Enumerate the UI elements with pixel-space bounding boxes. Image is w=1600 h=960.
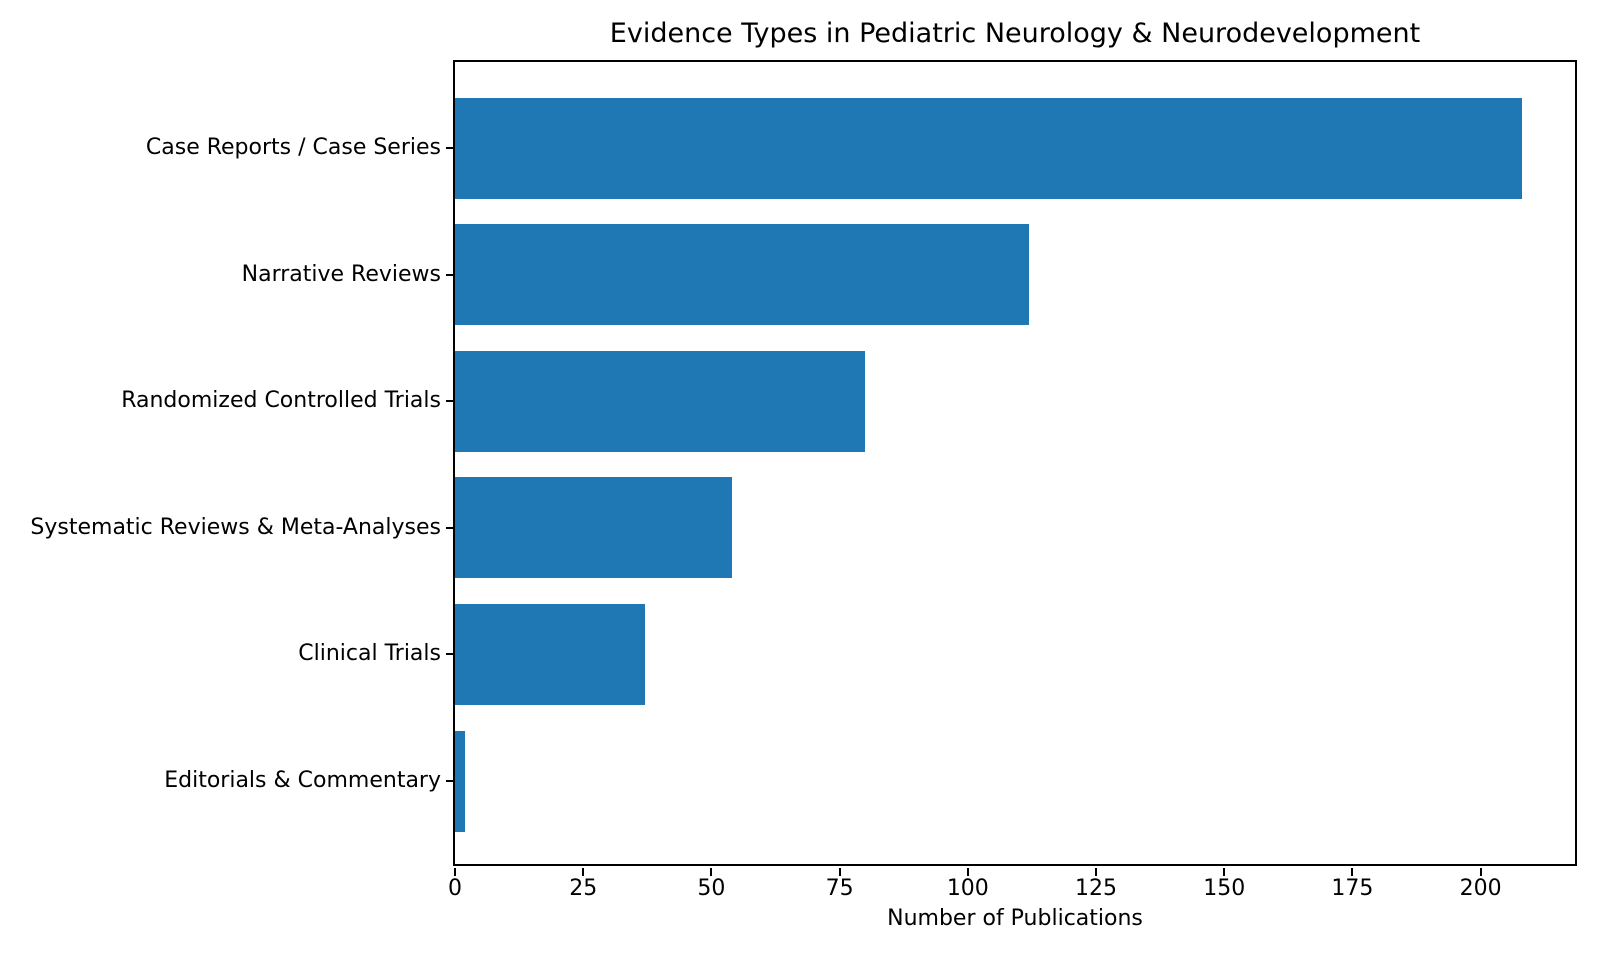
y-axis-label: Case Reports / Case Series	[145, 135, 441, 160]
x-tick-label: 100	[946, 876, 989, 901]
x-tick-mark	[582, 868, 585, 876]
y-axis-label: Editorials & Commentary	[164, 768, 441, 793]
y-tick-mark	[446, 780, 454, 782]
x-tick-label: 125	[1075, 876, 1118, 901]
x-tick-mark	[454, 868, 456, 876]
chart-title: Evidence Types in Pediatric Neurology & …	[609, 18, 1421, 49]
x-tick-mark	[838, 868, 841, 876]
y-tick-mark	[446, 400, 454, 403]
x-axis-label: Number of Publications	[887, 906, 1143, 931]
bar	[455, 224, 1030, 326]
x-tick-mark	[1479, 868, 1482, 876]
x-tick-label: 175	[1331, 876, 1374, 901]
y-tick-mark	[446, 273, 454, 276]
x-tick-label: 200	[1459, 876, 1502, 901]
x-tick-mark	[710, 868, 713, 876]
x-tick-mark	[1223, 868, 1226, 876]
y-tick-mark	[446, 147, 454, 149]
x-tick-label: 50	[697, 876, 726, 901]
bar	[455, 97, 1522, 199]
y-tick-mark	[446, 526, 454, 529]
bar	[455, 730, 466, 832]
x-tick-mark	[1095, 868, 1098, 876]
y-axis-label: Clinical Trials	[298, 641, 441, 667]
x-tick-label: 0	[448, 876, 462, 901]
y-tick-mark	[446, 653, 454, 656]
x-tick-label: 150	[1203, 876, 1246, 901]
bar	[455, 603, 645, 705]
y-axis-label: Randomized Controlled Trials	[121, 388, 441, 414]
x-tick-label: 75	[825, 876, 854, 901]
x-tick-mark	[966, 868, 969, 876]
y-axis-label: Systematic Reviews & Meta-Analyses	[30, 514, 441, 540]
bar	[455, 477, 732, 579]
x-tick-label: 25	[569, 876, 598, 901]
bar	[455, 350, 866, 452]
x-tick-mark	[1351, 868, 1354, 876]
plot-area	[453, 60, 1577, 866]
y-axis-label: Narrative Reviews	[241, 261, 441, 287]
